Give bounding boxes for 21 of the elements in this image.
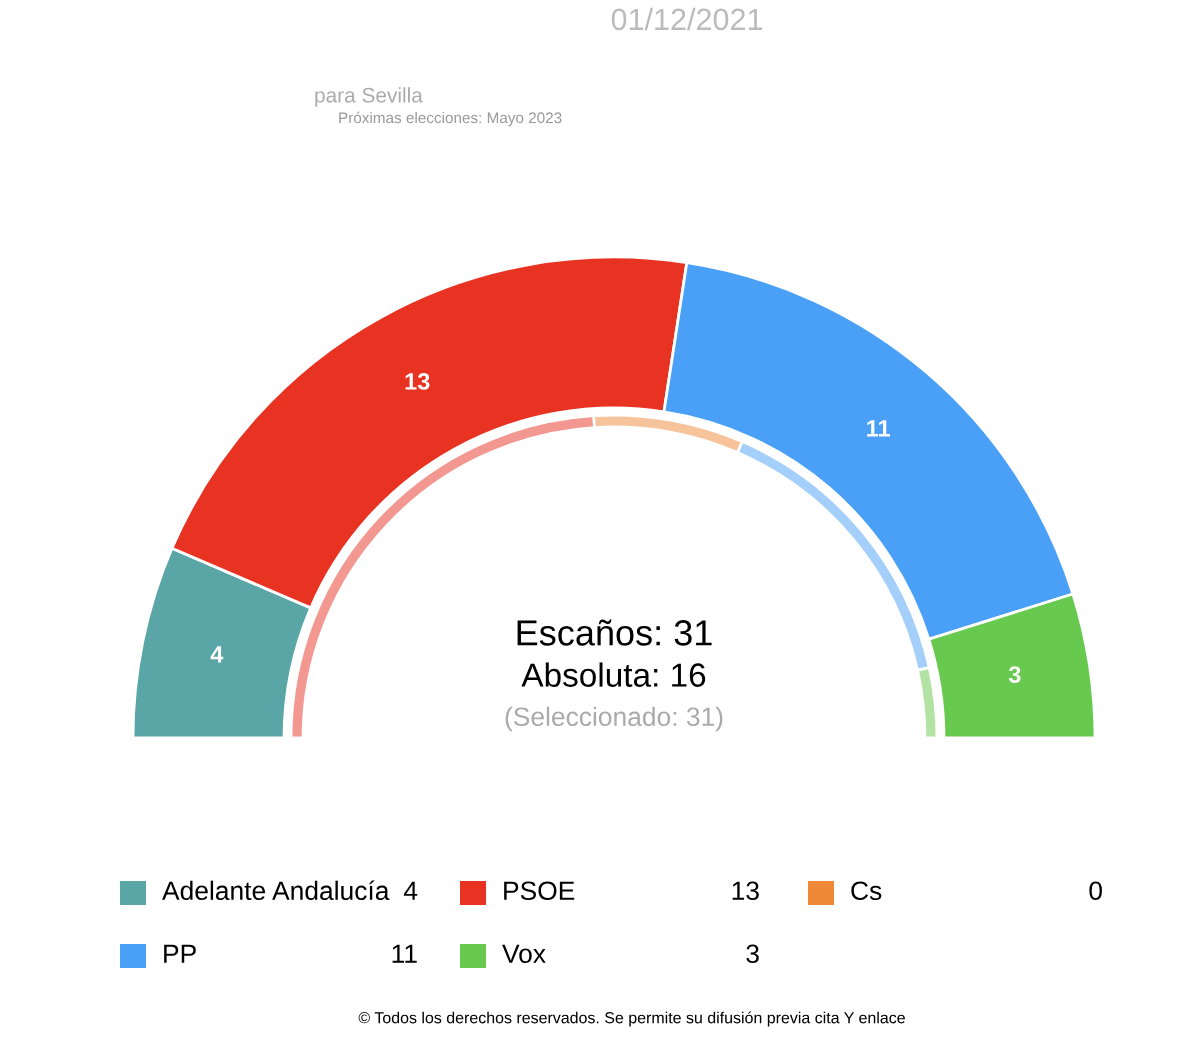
data-label: 13: [405, 373, 430, 390]
legend-label: PP: [164, 944, 196, 963]
text: 4: [403, 881, 418, 900]
chart-title: 01/12/2021: [611, 7, 762, 31]
text: 3: [746, 944, 759, 964]
data-label: 3: [1008, 666, 1021, 683]
data-label: 11: [867, 420, 890, 437]
chart-subtitle: para Sevilla: [315, 87, 423, 107]
text: © Todos los derechos reservados. Se permite su difusión previa cita Y enlace: [358, 1011, 905, 1027]
text: (Seleccionado: 31): [505, 706, 723, 732]
text: Próximas elecciones: Mayo 2023: [339, 111, 562, 127]
text: 11: [392, 944, 417, 963]
legend-label: Cs: [851, 881, 882, 901]
text: Absoluta: 16: [521, 662, 706, 687]
legend-label: Vox: [502, 944, 546, 964]
legend-label: Adelante Andalucía: [162, 880, 390, 901]
text: Escaños: 31: [517, 619, 712, 646]
data-label: 4: [210, 646, 224, 663]
text: 13: [732, 881, 759, 901]
legend-label: PSOE: [504, 881, 575, 901]
text: 0: [1089, 881, 1102, 901]
